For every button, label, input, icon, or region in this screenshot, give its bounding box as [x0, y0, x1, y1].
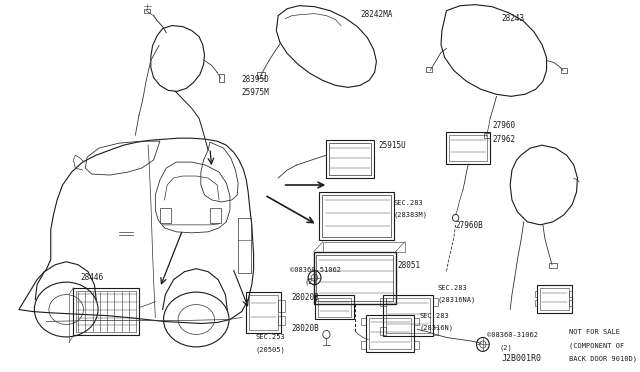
- Text: 28020B: 28020B: [292, 292, 319, 302]
- Bar: [323, 242, 404, 252]
- Text: 27960: 27960: [492, 121, 515, 130]
- Bar: [369, 318, 411, 349]
- Bar: [383, 295, 433, 336]
- Bar: [145, 9, 150, 13]
- Text: NOT FOR SALE: NOT FOR SALE: [570, 330, 620, 336]
- Bar: [246, 292, 281, 333]
- Text: J2B001R0: J2B001R0: [501, 355, 541, 363]
- Text: (20505): (20505): [255, 346, 285, 353]
- Bar: [570, 291, 572, 296]
- Bar: [249, 295, 278, 330]
- Text: (2): (2): [305, 279, 317, 285]
- Text: 27962: 27962: [492, 135, 515, 144]
- Text: SEC.283: SEC.283: [419, 312, 449, 318]
- Text: (28316NA): (28316NA): [437, 296, 476, 303]
- Text: 28395D: 28395D: [242, 76, 269, 84]
- Text: SEC.283: SEC.283: [394, 200, 424, 206]
- Bar: [413, 341, 419, 349]
- Text: (28316N): (28316N): [419, 324, 453, 331]
- Bar: [319, 192, 394, 240]
- Text: ©08360-31062: ©08360-31062: [488, 333, 538, 339]
- Bar: [413, 318, 419, 326]
- Bar: [314, 252, 396, 304]
- Bar: [426, 67, 432, 73]
- Bar: [361, 318, 367, 326]
- Text: 28243: 28243: [501, 14, 524, 23]
- Bar: [534, 299, 538, 305]
- Bar: [538, 285, 572, 312]
- Bar: [549, 263, 557, 268]
- Bar: [278, 315, 285, 326]
- Text: 28020B: 28020B: [292, 324, 319, 333]
- Text: (2): (2): [499, 344, 512, 351]
- Bar: [76, 291, 136, 333]
- Bar: [316, 295, 354, 320]
- Bar: [278, 299, 285, 311]
- Bar: [322, 195, 391, 237]
- Bar: [329, 143, 371, 175]
- Bar: [534, 291, 538, 296]
- Text: SEC.283: SEC.283: [437, 285, 467, 291]
- Bar: [540, 288, 570, 310]
- Text: BACK DOOR 9010D): BACK DOOR 9010D): [570, 355, 637, 362]
- Bar: [380, 327, 385, 336]
- Text: 28051: 28051: [397, 261, 420, 270]
- Bar: [380, 298, 385, 305]
- Text: 25975M: 25975M: [242, 88, 269, 97]
- Bar: [326, 140, 374, 178]
- Bar: [257, 73, 264, 78]
- Bar: [318, 298, 351, 317]
- Bar: [160, 208, 171, 223]
- Text: SEC.253: SEC.253: [255, 334, 285, 340]
- Bar: [238, 218, 251, 273]
- Bar: [385, 298, 430, 333]
- Bar: [219, 74, 225, 82]
- Bar: [433, 298, 438, 305]
- Bar: [449, 135, 488, 161]
- Bar: [367, 314, 413, 352]
- Text: 25915U: 25915U: [378, 141, 406, 150]
- Bar: [447, 132, 490, 164]
- Text: (COMPONENT OF: (COMPONENT OF: [570, 342, 625, 349]
- Text: 27960B: 27960B: [456, 221, 483, 230]
- Text: ©08360-51062: ©08360-51062: [290, 267, 341, 273]
- Bar: [210, 208, 221, 223]
- Bar: [561, 68, 568, 73]
- Bar: [570, 299, 572, 305]
- Bar: [316, 255, 393, 301]
- Bar: [74, 288, 139, 336]
- Bar: [361, 341, 367, 349]
- Bar: [484, 133, 490, 138]
- Text: 28446: 28446: [81, 273, 104, 282]
- Text: (28383M): (28383M): [394, 212, 428, 218]
- Bar: [433, 327, 438, 336]
- Text: 28242MA: 28242MA: [360, 10, 392, 19]
